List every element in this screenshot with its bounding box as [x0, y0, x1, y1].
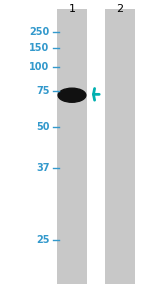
Text: 100: 100 [29, 62, 50, 72]
Text: 75: 75 [36, 86, 50, 96]
Text: 1: 1 [69, 4, 75, 14]
Text: 25: 25 [36, 235, 50, 245]
Bar [57, 9, 87, 284]
Ellipse shape [58, 88, 86, 102]
Text: 50: 50 [36, 122, 50, 132]
Bar [105, 9, 135, 284]
Text: 37: 37 [36, 163, 50, 173]
Text: 150: 150 [29, 43, 50, 53]
Text: 2: 2 [116, 4, 124, 14]
Text: 250: 250 [29, 27, 50, 37]
